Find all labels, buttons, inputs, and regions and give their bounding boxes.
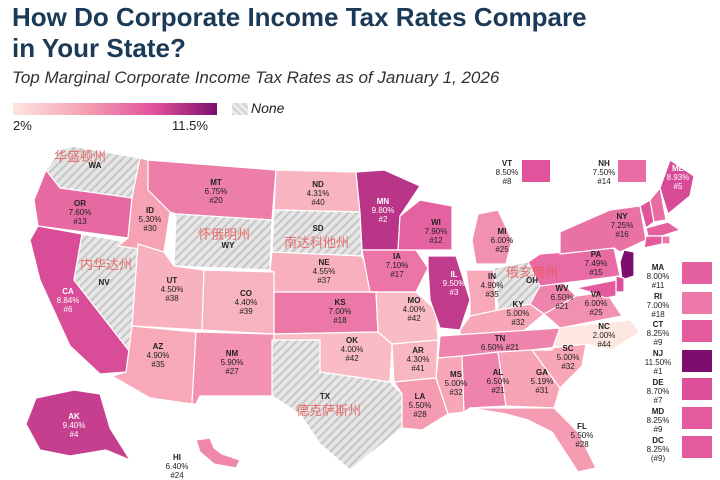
legend-min-label: 2% (13, 118, 32, 133)
label-nc: NC 2.00% #44 (592, 322, 616, 349)
label-az: AZ 4.90% #35 (146, 342, 170, 369)
watermark-text: 怀俄明州 (198, 227, 251, 242)
state-ks[interactable] (273, 291, 379, 335)
legend-max-label: 11.5% (172, 118, 208, 133)
label-mt: MT 6.75% #20 (204, 178, 228, 205)
label-ga: GA 5.19% #31 (530, 368, 554, 395)
state-fl[interactable] (469, 407, 597, 473)
map-subtitle: Top Marginal Corporate Income Tax Rates … (12, 68, 500, 87)
state-il[interactable] (427, 255, 471, 331)
label-me: ME 8.93% #5 (666, 164, 690, 191)
label-mi: MI 6.00% #25 (490, 227, 514, 254)
state-mi[interactable] (471, 209, 513, 265)
swatch-nj[interactable] (682, 350, 712, 372)
legend-none-label: None (251, 100, 285, 116)
label-ne: NE 4.55% #37 (312, 258, 336, 285)
state-ri[interactable] (661, 235, 671, 245)
state-nj[interactable] (619, 249, 635, 281)
swatch-vt[interactable] (522, 160, 550, 182)
label-nj: NJ 11.50% #1 (644, 349, 672, 376)
state-nh[interactable] (649, 187, 667, 223)
label-mn: MN 9.80% #2 (371, 197, 395, 224)
state-ky[interactable] (459, 303, 545, 337)
legend-none-swatch (232, 103, 248, 115)
swatch-md[interactable] (682, 407, 712, 429)
state-ga[interactable] (497, 349, 561, 409)
label-vt: VT 8.50% #8 (495, 159, 519, 186)
watermark-text: 德克萨斯州 (296, 403, 362, 418)
label-ma: MA 8.00% #11 (646, 263, 670, 290)
label-ok: OK 4.00% #42 (340, 336, 364, 363)
label-ut: UT 4.50% #38 (160, 276, 184, 303)
state-wv[interactable] (529, 281, 577, 315)
swatch-nh[interactable] (618, 160, 646, 182)
label-ks: KS 7.00% #18 (328, 298, 352, 325)
label-ny: NY 7.25% #16 (610, 212, 634, 239)
label-nm: NM 5.90% #27 (220, 349, 244, 376)
state-hi[interactable] (195, 437, 241, 469)
label-or: OR 7.60% #13 (68, 199, 92, 226)
label-ia: IA 7.10% #17 (385, 252, 409, 279)
label-ct: CT 8.25% #9 (646, 320, 670, 347)
swatch-de[interactable] (682, 378, 712, 400)
label-mo: MO 4.00% #42 (402, 296, 426, 323)
label-oh: OH (526, 276, 538, 285)
swatch-ri[interactable] (682, 292, 712, 314)
label-wi: WI 7.90% #12 (424, 218, 448, 245)
label-al: AL 6.50% #21 (486, 368, 510, 395)
legend-color-scale (13, 103, 217, 115)
label-nd: ND 4.31% #40 (306, 180, 330, 207)
swatch-ct[interactable] (682, 320, 712, 342)
map-title: How Do Corporate Income Tax Rates Compar… (12, 2, 587, 63)
label-ak: AK 9.40% #4 (62, 412, 86, 439)
label-id: ID 5.30% #30 (138, 206, 162, 233)
label-tx: TX (319, 392, 331, 401)
label-wv: WV 6.50% #21 (550, 284, 574, 311)
label-hi: HI 6.40% #24 (165, 453, 189, 480)
label-pa: PA 7.49% #15 (584, 250, 608, 277)
label-ky: KY 5.00% #32 (506, 300, 530, 327)
state-ny[interactable] (559, 205, 647, 255)
state-ms[interactable] (435, 355, 465, 415)
state-ma[interactable] (645, 221, 681, 237)
watermark-text: 华盛顿州 (54, 149, 107, 164)
state-wi[interactable] (397, 199, 453, 251)
label-wy: WY (221, 241, 235, 250)
northeast-swatch-boxes (522, 160, 712, 458)
watermark-text: 内华达州 (80, 257, 133, 272)
watermark-text: 南达科他州 (284, 235, 350, 250)
label-il: IL 9.50% #3 (442, 270, 466, 297)
label-la: LA 5.50% #28 (408, 392, 432, 419)
label-ri: RI 7.00% #18 (646, 292, 670, 319)
swatch-ma[interactable] (682, 262, 712, 284)
swatch-dc[interactable] (682, 436, 712, 458)
label-ar: AR 4.30% #41 (406, 346, 430, 373)
label-in: IN 4.90% #35 (480, 272, 504, 299)
label-co: CO 4.40% #39 (234, 289, 258, 316)
label-ca: CA 8.84% #6 (56, 287, 80, 314)
state-de[interactable] (615, 275, 625, 293)
label-sd: SD (312, 224, 324, 233)
label-nv: NV (98, 278, 110, 287)
state-md[interactable] (575, 279, 617, 299)
label-fl: FL 5.50% #28 (570, 422, 594, 449)
label-wa: WA (88, 161, 102, 170)
label-md: MD 8.25% #9 (646, 407, 670, 434)
label-sc: SC 5.00% #32 (556, 344, 580, 371)
state-al[interactable] (461, 351, 507, 413)
label-va: VA 6.00% #25 (584, 290, 608, 317)
state-ct[interactable] (643, 235, 663, 249)
watermark-text: 俄亥俄州 (506, 265, 559, 280)
label-dc: DC 8.25% (#9) (646, 436, 670, 463)
state-me[interactable] (659, 159, 695, 215)
label-ms: MS 5.00% #32 (444, 370, 468, 397)
label-nh: NH 7.50% #14 (592, 159, 616, 186)
label-tn: TN 6.50% #21 (480, 334, 520, 352)
state-ak[interactable] (25, 389, 131, 461)
label-de: DE 8.70% #7 (646, 378, 670, 405)
